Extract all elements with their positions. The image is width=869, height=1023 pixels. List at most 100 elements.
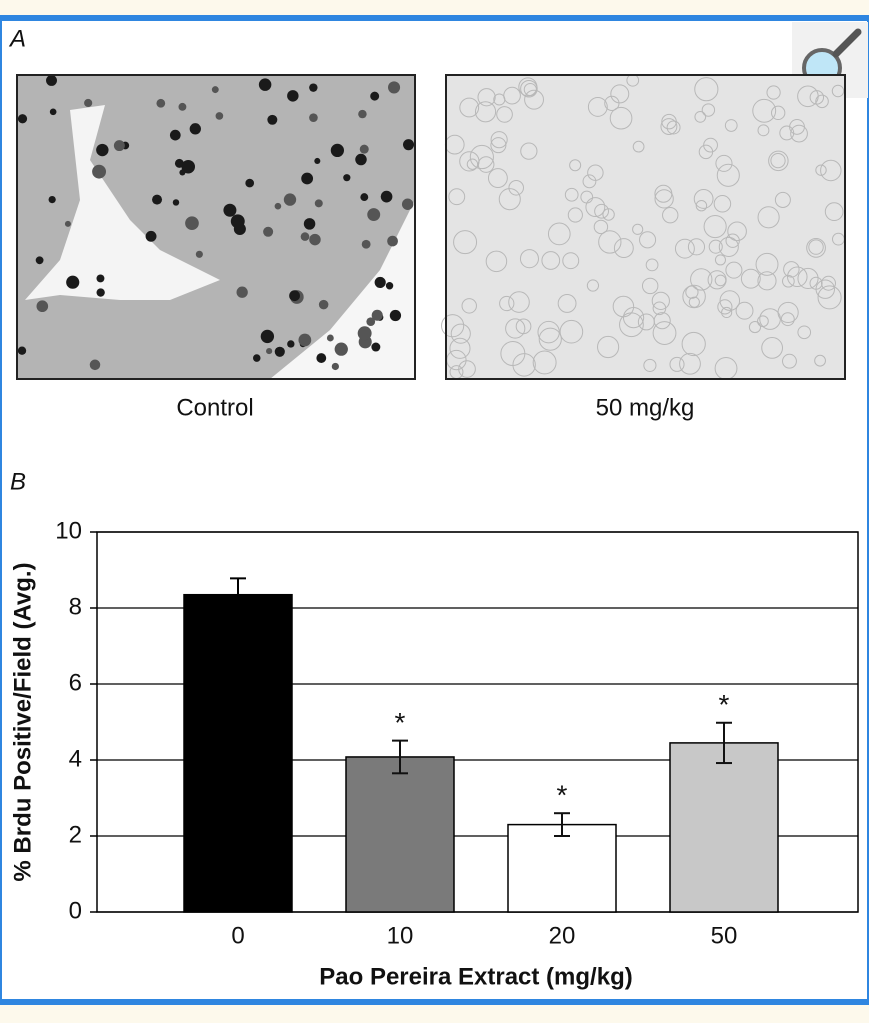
cell-nucleus [185,216,199,231]
cell [645,258,659,272]
cell [820,275,836,291]
cell-nucleus [145,230,157,242]
bar [669,742,779,913]
tissue-gap [25,105,220,300]
cell [610,84,630,104]
cell-nucleus [309,233,321,246]
zoom-handle [832,28,862,58]
cell [790,124,808,143]
cell-nucleus [316,353,327,363]
bottom-bar [0,999,869,1005]
cell [459,97,480,118]
cell-nucleus [49,108,57,116]
cell-nucleus [388,81,401,94]
cell [808,239,824,255]
y-tick-label: 8 [69,593,82,620]
cell-nucleus [318,299,329,310]
cell-nucleus [48,195,56,204]
cell [669,356,685,372]
cell-nucleus [84,98,93,108]
cell-nucleus [174,158,184,168]
micrograph [16,74,416,380]
cell [797,267,819,290]
x-tick-label: 10 [387,922,414,949]
cell-nucleus [236,286,248,298]
cell [594,203,610,219]
cell [782,353,797,369]
y-tick-label: 2 [69,821,82,848]
cell [815,164,827,176]
cell [441,314,465,338]
cell-nucleus [371,342,381,352]
cell [477,88,496,107]
cell-nucleus [17,114,28,124]
cell [768,150,789,172]
cell [490,137,507,154]
cell [523,82,537,97]
cell-nucleus [343,174,351,182]
cell [453,230,478,255]
cell-nucleus [178,102,187,111]
cell [503,86,521,105]
cell-nucleus [314,157,321,165]
cell [639,231,657,249]
cell-nucleus [35,256,44,265]
cell-nucleus [358,109,367,119]
cell-nucleus [260,329,275,344]
significance-mark: * [557,780,568,811]
cell [748,320,762,334]
cell-nucleus [195,250,203,258]
y-tick-label: 0 [69,897,82,924]
bar [183,593,293,913]
cell [461,298,477,314]
cell-nucleus [287,340,295,348]
cell [660,118,678,135]
cell-nucleus [96,274,105,283]
cell-nucleus [215,112,224,120]
cell [559,319,584,344]
top-bar [0,15,869,21]
cell [586,279,600,292]
cell [662,206,679,224]
cell [459,151,480,172]
cell [740,268,761,289]
cell [708,239,723,254]
cell-nucleus [300,232,310,241]
cell [783,261,800,278]
cell [725,261,743,279]
cell-nucleus [334,342,348,356]
cell [613,238,634,259]
cell [721,306,733,319]
cell [717,299,733,315]
cell-nucleus [172,199,180,206]
cell [538,327,562,351]
cell [587,96,608,117]
cell [806,238,826,258]
cell-nucleus [230,214,245,229]
cell [674,238,695,259]
cell [569,159,582,172]
cell [831,84,845,98]
cell [557,294,577,313]
cell [797,85,819,108]
cell [585,197,606,217]
panel-letter: B [10,468,26,495]
cell [814,354,826,367]
cell-nucleus [331,362,339,371]
cell [681,331,706,357]
cell [498,188,521,211]
cell-nucleus [314,199,323,208]
x-tick-label: 0 [231,922,244,949]
cell [690,268,713,291]
cell [695,199,708,212]
cell-nucleus [113,140,125,152]
cell [761,337,784,359]
cell [757,206,780,229]
cell-nucleus [179,169,186,176]
cell-nucleus [96,288,105,297]
cell [508,291,530,313]
cell-nucleus [330,143,345,158]
y-tick-label: 10 [55,517,82,544]
y-tick-label: 6 [69,669,82,696]
